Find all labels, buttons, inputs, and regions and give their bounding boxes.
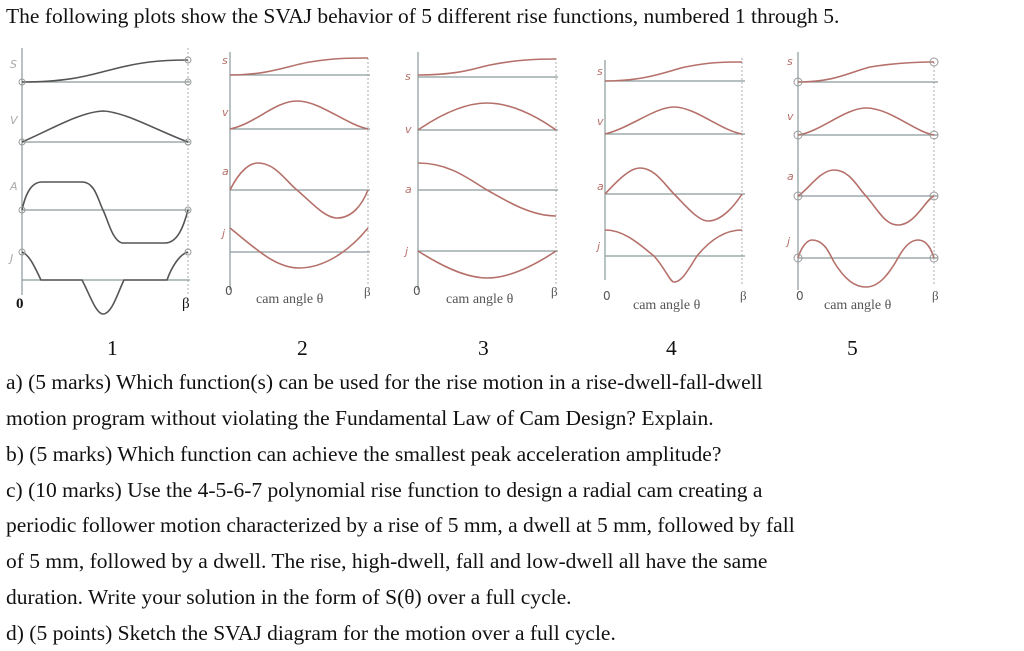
plot-5-x-start: 0	[796, 289, 804, 303]
question-c-line2: periodic follower motion characterized b…	[6, 513, 795, 537]
question-a-line1: a) (5 marks) Which function(s) can be us…	[6, 370, 763, 394]
question-c-line3: of 5 mm, followed by a dwell. The rise, …	[6, 549, 768, 573]
question-b: b) (5 marks) Which function can achieve …	[6, 442, 722, 466]
plot-1: S V A J	[8, 48, 192, 315]
question-c-line4: duration. Write your solution in the for…	[6, 585, 572, 609]
plot-5: s v a j	[785, 52, 939, 290]
plot-number-5: 5	[847, 336, 858, 360]
plot-3-x-start: 0	[413, 284, 421, 298]
plot-4: s v a j	[595, 58, 745, 285]
svg-text:j: j	[785, 235, 791, 248]
plot-4-x-start: 0	[603, 289, 611, 303]
svg-text:a: a	[787, 170, 794, 183]
plot-2-x-label: cam angle θ	[256, 292, 324, 307]
svaj-plots-svg: .ax { stroke: #8a9a9a; stroke-width: 1.2…	[8, 48, 939, 315]
svg-text:j: j	[403, 245, 409, 258]
question-c-line1: c) (10 marks) Use the 4-5-6-7 polynomial…	[6, 478, 763, 502]
svg-text:S: S	[10, 58, 17, 71]
plot-3: s v a j	[403, 52, 558, 290]
svg-text:v: v	[405, 123, 412, 136]
svg-text:v: v	[597, 115, 604, 128]
svg-text:V: V	[10, 114, 19, 127]
plot-3-x-end: β	[551, 284, 558, 299]
svg-text:a: a	[222, 165, 229, 178]
plot-4-x-label: cam angle θ	[633, 298, 701, 313]
plot-1-x-end: β	[182, 296, 190, 312]
svg-text:j: j	[220, 227, 226, 240]
question-d: d) (5 points) Sketch the SVAJ diagram fo…	[6, 621, 616, 645]
plot-5-x-end: β	[932, 288, 939, 303]
plot-number-3: 3	[478, 336, 489, 360]
svg-text:A: A	[9, 180, 18, 193]
svg-text:s: s	[787, 55, 793, 68]
intro-text: The following plots show the SVAJ behavi…	[6, 4, 840, 28]
svg-text:j: j	[595, 240, 601, 253]
plot-number-4: 4	[666, 336, 677, 360]
plot-2: s v a j	[220, 52, 370, 290]
plot-number-2: 2	[297, 336, 308, 360]
plot-number-1: 1	[107, 336, 118, 360]
plot-2-x-end: β	[364, 284, 371, 299]
svg-text:a: a	[597, 180, 604, 193]
plot-2-x-start: 0	[225, 284, 233, 298]
svg-text:a: a	[405, 183, 412, 196]
plot-5-x-label: cam angle θ	[824, 298, 892, 313]
svaj-figure: .ax { stroke: #8a9a9a; stroke-width: 1.2…	[0, 40, 1024, 330]
svg-text:s: s	[405, 70, 411, 83]
svg-text:s: s	[597, 65, 603, 78]
question-a-line2: motion program without violating the Fun…	[6, 406, 714, 430]
plot-1-x-start: 0	[16, 296, 24, 312]
svg-text:J: J	[8, 252, 13, 265]
svg-text:s: s	[222, 54, 228, 67]
plot-3-x-label: cam angle θ	[446, 292, 514, 307]
svg-text:v: v	[787, 110, 794, 123]
svg-text:v: v	[222, 106, 229, 119]
plot-4-x-end: β	[740, 288, 747, 303]
